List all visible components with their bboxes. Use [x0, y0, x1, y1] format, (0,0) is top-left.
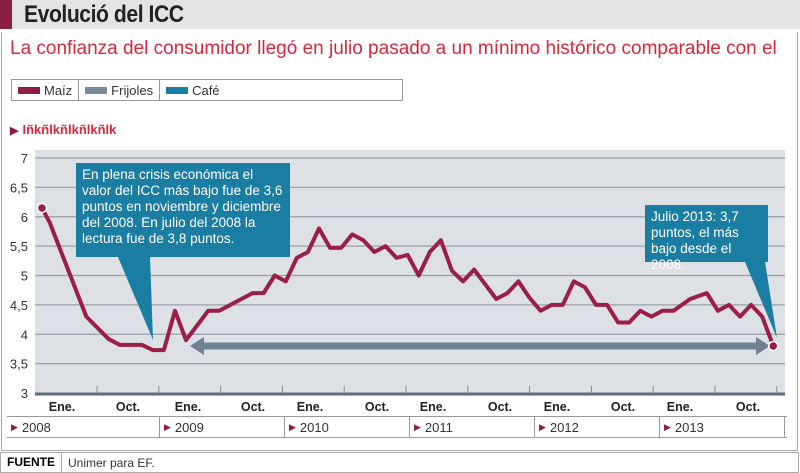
legend-label: Frijoles [111, 82, 154, 98]
annotation-tail [745, 262, 777, 338]
year-2012: ▶ 2012 [535, 417, 660, 437]
year-label: 2013 [674, 419, 704, 435]
y-tick-label: 6 [21, 210, 28, 225]
year-label: 2009 [174, 419, 204, 435]
month-label: Ene. [544, 400, 570, 414]
triangle-icon: ▶ [664, 421, 671, 432]
data-point-marker [36, 202, 48, 214]
month-label: Oct. [365, 400, 389, 414]
triangle-icon: ▶ [289, 421, 296, 432]
y-tick-label: 6,5 [10, 180, 28, 195]
annotation-2013: Julio 2013: 3,7 puntos, el más bajo desd… [645, 205, 768, 272]
legend: Maíz Frijoles Café [11, 79, 403, 101]
legend-swatch [85, 86, 108, 94]
year-label: 2012 [549, 419, 579, 435]
footer: FUENTE Unimer para EF. [0, 452, 799, 473]
arrow-head-right-icon [756, 337, 770, 355]
y-tick-label: 7 [21, 151, 28, 166]
title-bar [0, 0, 800, 29]
month-label: Oct. [611, 400, 635, 414]
year-2013: ▶ 2013 [660, 417, 785, 437]
series-line-icc [40, 207, 776, 353]
y-tick-label: 3 [21, 386, 28, 401]
triangle-icon: ▶ [10, 125, 19, 137]
year-label: 2010 [299, 419, 329, 435]
source-label: FUENTE [1, 453, 62, 472]
y-tick-label: 4 [21, 327, 28, 342]
subhead-text: Iñkñlkñlkñlkñlk [22, 122, 117, 137]
year-2008: ▶ 2008 [7, 417, 160, 437]
triangle-icon: ▶ [539, 421, 546, 432]
legend-label: Maíz [44, 82, 73, 98]
triangle-icon: ▶ [414, 421, 421, 432]
title-accent [0, 0, 12, 29]
year-2011: ▶ 2011 [410, 417, 535, 437]
y-tick-label: 5 [21, 269, 28, 284]
legend-item-maiz[interactable]: Maíz [12, 80, 80, 100]
legend-item-cafe[interactable]: Café [160, 80, 225, 100]
annotation-2008: En plena crisis económica el valor del I… [76, 163, 290, 257]
y-tick-label: 3,5 [10, 357, 28, 372]
chart-subhead: ▶ Iñkñlkñlkñlkñlk [10, 122, 116, 137]
legend-swatch [18, 86, 40, 94]
month-label: Ene. [49, 400, 75, 414]
year-2010: ▶ 2010 [285, 417, 410, 437]
year-2009: ▶ 2009 [160, 417, 285, 437]
legend-swatch [166, 86, 189, 94]
y-tick-label: 5,5 [10, 239, 28, 254]
chart-panel [1, 32, 798, 451]
legend-item-frijoles[interactable]: Frijoles [79, 80, 161, 100]
month-label: Ene. [667, 400, 693, 414]
month-label: Ene. [175, 400, 201, 414]
data-point-marker [768, 340, 779, 352]
legend-label: Café [192, 82, 220, 98]
month-label: Ene. [420, 400, 446, 414]
month-label: Oct. [736, 400, 760, 414]
y-tick-label: 4,5 [10, 298, 28, 313]
month-label: Ene. [297, 400, 323, 414]
year-row: ▶ 2008 ▶ 2009 ▶ 2010 ▶ 2011 ▶ 2012 ▶ 2013 [7, 416, 787, 438]
year-label: 2008 [21, 419, 51, 435]
arrow-head-left-icon [190, 337, 204, 355]
annotation-tail [118, 257, 153, 340]
source-text: Unimer para EF. [68, 455, 155, 470]
month-label: Oct. [116, 400, 140, 414]
month-label: Oct. [488, 400, 512, 414]
month-label: Oct. [241, 400, 265, 414]
year-label: 2011 [424, 419, 453, 435]
triangle-icon: ▶ [164, 421, 171, 432]
triangle-icon: ▶ [11, 421, 18, 432]
chart-subtitle: La confianza del consumidor llegó en jul… [10, 38, 777, 59]
page-title: Evolució del ICC [24, 1, 184, 28]
